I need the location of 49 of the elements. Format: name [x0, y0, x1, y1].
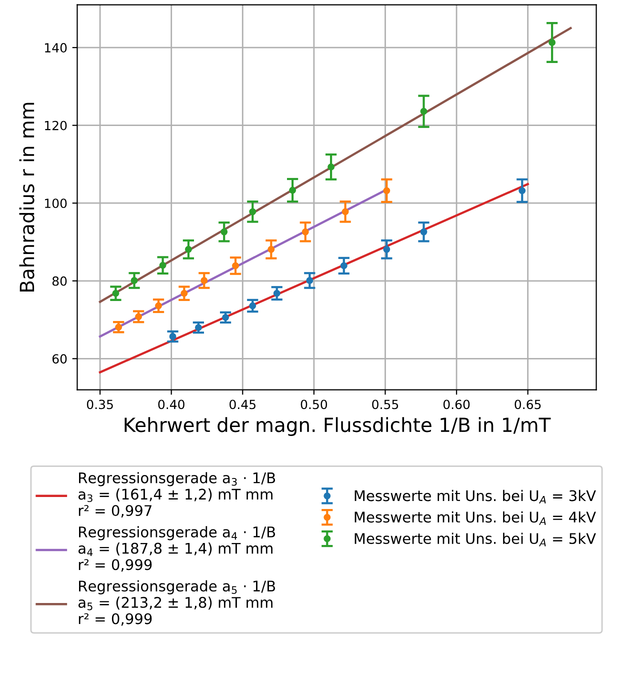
point	[340, 262, 348, 270]
legend-label: Messwerte mit Uns. bei U$_{A}$ = 3kV	[354, 490, 596, 504]
text: Regressionsgerade a$_{4}$ · 1/B a$_{4}$ = (187,8 ± 1,4) mT mm r² = 0,999	[78, 526, 276, 572]
x-tick-label: 0.55	[372, 400, 398, 410]
point	[249, 208, 256, 216]
point	[194, 324, 202, 332]
point	[159, 262, 166, 269]
x-tick-label: 0.45	[230, 400, 256, 410]
point	[302, 228, 309, 236]
point	[328, 163, 335, 170]
point	[249, 302, 256, 310]
point	[342, 208, 349, 216]
x-tick-label: 0.60	[443, 400, 470, 410]
point	[184, 246, 192, 253]
point	[420, 228, 428, 236]
point	[383, 246, 390, 253]
y-tick-label: 100	[45, 198, 67, 208]
point	[420, 108, 428, 115]
point	[169, 333, 176, 340]
y-tick-label: 140	[45, 43, 67, 52]
point	[112, 290, 120, 297]
y-tick-label: 80	[52, 276, 67, 286]
y-tick-label: 60	[52, 354, 67, 364]
x-tick-label: 0.40	[158, 400, 184, 410]
point	[268, 246, 275, 253]
point	[200, 277, 208, 284]
point	[220, 228, 228, 236]
x-tick-label: 0.50	[300, 400, 328, 410]
point	[273, 290, 280, 297]
text: Regressionsgerade a$_{5}$ · 1/B a$_{5}$ = (213,2 ± 1,8) mT mm r² = 0,999	[78, 580, 276, 626]
y-tick-label: 120	[45, 120, 67, 130]
point	[130, 277, 138, 284]
x-tick-label: 0.65	[514, 400, 541, 410]
text: Regressionsgerade a$_{3}$ · 1/B a$_{3}$ = (161,4 ± 1,2) mT mm r² = 0,997	[78, 472, 276, 518]
point	[383, 187, 390, 194]
point	[548, 39, 556, 46]
point	[115, 324, 122, 331]
point	[306, 277, 314, 284]
x-tick-label: 0.35	[86, 400, 113, 410]
point	[155, 302, 162, 310]
x-axis-title: Kehrwert der magn. Flussdichte 1/B in 1/mT	[124, 417, 551, 436]
legend-label: Messwerte mit Uns. bei U$_{A}$ = 4kV	[354, 511, 596, 525]
point	[135, 313, 142, 320]
point	[232, 262, 239, 270]
point	[518, 187, 526, 194]
point	[180, 290, 188, 297]
legend-label: Messwerte mit Uns. bei U$_{A}$ = 5kV	[354, 532, 596, 546]
point	[289, 186, 296, 194]
y-axis-title: Bahnradius r in mm	[19, 102, 34, 292]
